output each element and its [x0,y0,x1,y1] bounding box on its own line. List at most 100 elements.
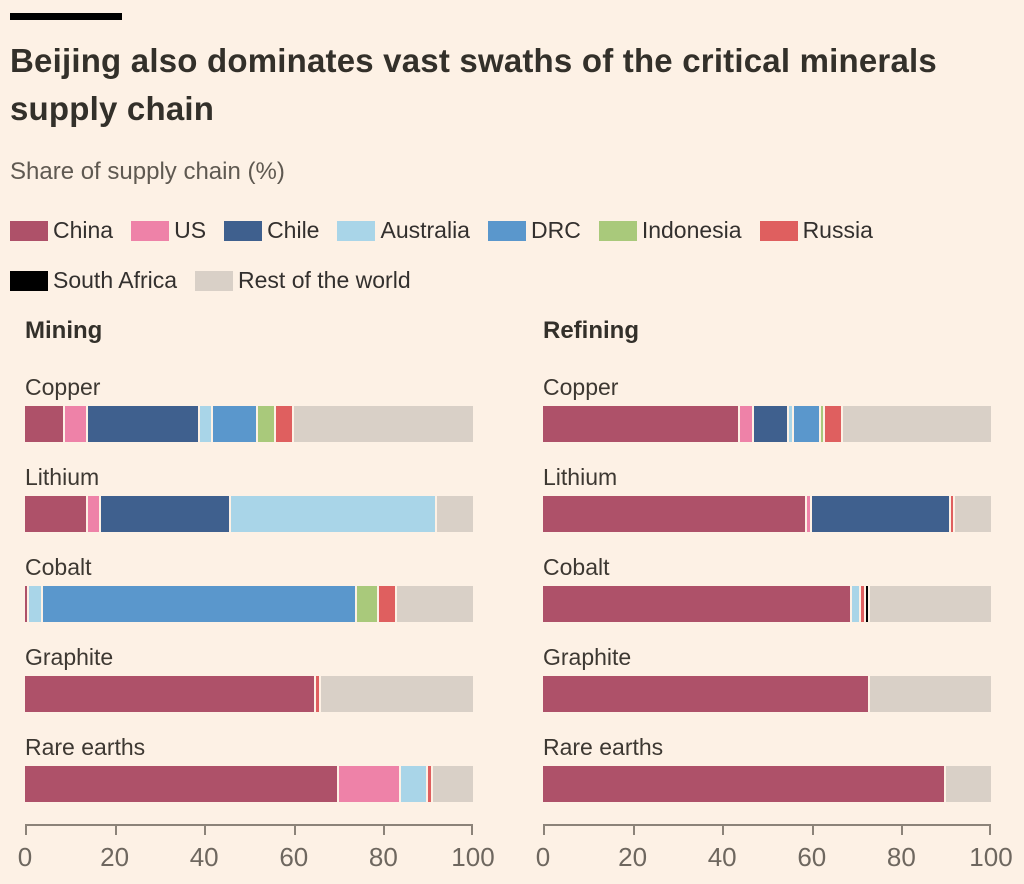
bar-segment-russia [861,586,866,622]
bar-segment-rest-of-the-world [320,676,473,712]
axis-tick-label-80: 80 [886,842,916,872]
legend-row-2: South Africa Rest of the world [10,267,1024,294]
legend-swatch-south-africa [10,270,48,291]
stacked-bar-cobalt [25,586,473,622]
axis-tick-label-20: 20 [618,842,648,872]
stacked-bar-copper [543,406,991,442]
axis-tick-label-80: 80 [368,842,398,872]
bar-segment-us [338,766,402,802]
stacked-bar-cobalt [543,586,991,622]
axis-tick-0 [25,826,27,835]
legend-swatch-us [131,220,170,241]
bar-segment-rest-of-the-world [955,496,991,532]
axis-tick-label-100: 100 [969,842,1013,872]
bar-segment-rest-of-the-world [437,496,473,532]
axis-tick-60 [293,826,296,835]
bar-label-rare-earths: Rare earths [543,734,664,760]
legend-label-south-africa: South Africa [53,267,178,293]
legend-label-us: US [174,217,207,243]
axis-tick-label-0: 0 [535,842,551,872]
bar-segment-china [25,586,30,622]
bar-label-rare-earths: Rare earths [25,734,146,760]
bar-group-mining-copper: Copper [25,374,473,442]
axis-tick-40 [722,826,725,835]
bar-segment-russia [316,676,321,712]
axis-tick-0 [543,826,545,835]
axis-tick-label-20: 20 [100,842,130,872]
bar-group-mining-rare-earths: Rare earths [25,734,473,802]
bar-label-copper: Copper [25,374,101,400]
bar-segment-china [543,676,871,712]
legend-label-russia: Russia [802,217,873,243]
axis-tick-100 [471,826,473,835]
legend-swatch-drc [487,220,526,241]
legend-item-drc: DRC [487,217,581,244]
panel-mining: Mining Copper Lithium Cobalt Graphite Rare ea… [18,317,495,876]
legend-swatch-chile [224,220,263,241]
bar-segment-china [25,676,317,712]
bar-segment-rest-of-the-world [293,406,473,442]
bar-segment-russia [428,766,433,802]
legend-label-chile: Chile [267,217,320,243]
axis-tick-label-100: 100 [451,842,495,872]
panel-title-refining: Refining [543,317,639,344]
legend-label-australia: Australia [380,217,470,243]
bar-segment-indonesia [257,406,276,442]
bar-label-cobalt: Cobalt [543,554,610,580]
bar-segment-drc [213,406,258,442]
bar-segment-drc [42,586,357,622]
bar-segment-rest-of-the-world [432,766,473,802]
legend-item-russia: Russia [759,217,873,244]
axis-tick-label-0: 0 [17,842,33,872]
bar-group-refining-rare-earths: Rare earths [543,734,991,802]
panel-title-mining: Mining [25,317,103,344]
bar-segment-south-africa [865,586,870,622]
legend-swatch-russia [759,220,798,241]
legend-item-indonesia: Indonesia [598,217,742,244]
legend-label-rest-of-the-world: Rest of the world [238,267,411,293]
axis-tick-60 [811,826,814,835]
bar-segment-australia [789,406,794,442]
legend-item-south-africa: South Africa [10,267,177,294]
bar-segment-china [543,766,947,802]
bar-segment-china [543,406,741,442]
bar-segment-drc [793,406,821,442]
bar-group-refining-cobalt: Cobalt [543,554,991,622]
axis-tick-label-40: 40 [707,842,737,872]
stacked-bar-graphite [543,676,991,712]
legend-label-drc: DRC [530,217,581,243]
bar-label-lithium: Lithium [25,464,100,490]
legend-label-indonesia: Indonesia [641,217,742,243]
legend-swatch-australia [337,220,376,241]
legend-item-china: China [10,217,113,244]
bar-segment-australia [231,496,438,532]
bar-segment-chile [87,406,200,442]
axis-tick-label-60: 60 [797,842,827,872]
bar-segment-russia [275,406,294,442]
bar-segment-australia [852,586,862,622]
stacked-bar-lithium [25,496,473,532]
legend: China US Chile Australia DRC Indonesia Russia S… [10,217,1024,294]
x-axis-refining: 0 20 40 60 80 100 [536,824,1013,876]
bar-segment-us [87,496,102,532]
page-title-line: Beijing also dominates vast swaths of th… [10,42,937,79]
bar-segment-rest-of-the-world [870,586,991,622]
stacked-bar-rare-earths [543,766,991,802]
bar-label-lithium: Lithium [543,464,618,490]
bar-group-refining-graphite: Graphite [543,644,991,712]
bar-group-refining-lithium: Lithium [543,464,991,532]
axis-tick-20 [632,826,635,835]
bar-group-refining-copper: Copper [543,374,991,442]
bar-segment-russia [378,586,397,622]
bar-segment-chile [811,496,951,532]
bar-group-mining-graphite: Graphite [25,644,473,712]
legend-item-rest-of-the-world: Rest of the world [195,267,411,294]
legend-label-china: China [53,217,114,243]
panel-refining: Refining Copper Lithium Cobalt Graphite Rare … [536,317,1013,876]
axis-tick-40 [204,826,207,835]
bar-segment-indonesia [356,586,379,622]
stacked-bar-graphite [25,676,473,712]
legend-item-chile: Chile [224,217,319,244]
page-title: Beijing also dominates vast swaths of th… [10,37,994,133]
bar-label-cobalt: Cobalt [25,554,92,580]
